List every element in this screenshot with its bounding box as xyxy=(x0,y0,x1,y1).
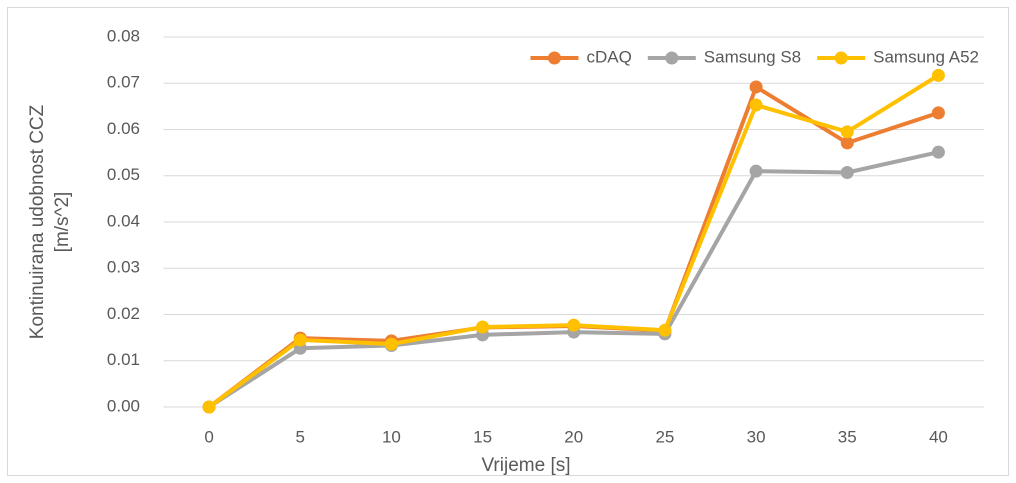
y-axis-label: Kontinuirana udobnost CCZ xyxy=(27,104,48,339)
x-tick-label: 5 xyxy=(296,427,305,446)
data-point xyxy=(749,80,763,94)
legend-marker xyxy=(834,51,848,65)
legend-label: Samsung A52 xyxy=(873,47,979,66)
chart-frame xyxy=(7,7,1009,476)
x-tick-label: 10 xyxy=(382,427,401,446)
data-point xyxy=(749,164,763,178)
data-point xyxy=(840,166,854,180)
y-tick-label: 0.05 xyxy=(107,165,140,184)
x-tick-label: 25 xyxy=(655,427,674,446)
data-point xyxy=(202,400,216,414)
y-tick-label: 0.00 xyxy=(107,396,140,415)
x-tick-label: 30 xyxy=(747,427,766,446)
data-point xyxy=(749,98,763,112)
y-tick-label: 0.06 xyxy=(107,119,140,138)
x-tick-label: 40 xyxy=(929,427,948,446)
data-point xyxy=(293,333,307,347)
data-point xyxy=(840,125,854,139)
data-point xyxy=(840,136,854,150)
legend-marker xyxy=(665,51,679,65)
data-point xyxy=(931,106,945,120)
x-axis-label: Vrijeme [s] xyxy=(481,455,570,476)
data-point xyxy=(384,337,398,351)
legend-label: Samsung S8 xyxy=(704,47,801,66)
data-point xyxy=(567,318,581,332)
x-tick-label: 0 xyxy=(204,427,213,446)
y-axis-label: [m/s^2] xyxy=(52,192,73,253)
data-point xyxy=(931,145,945,159)
x-tick-label: 15 xyxy=(473,427,492,446)
legend-marker xyxy=(547,51,561,65)
y-tick-label: 0.03 xyxy=(107,258,140,277)
legend-label: cDAQ xyxy=(586,47,631,66)
x-tick-label: 20 xyxy=(564,427,583,446)
y-tick-label: 0.07 xyxy=(107,73,140,92)
data-point xyxy=(658,323,672,337)
data-point xyxy=(476,320,490,334)
data-point xyxy=(931,68,945,82)
x-tick-label: 35 xyxy=(838,427,857,446)
y-tick-label: 0.08 xyxy=(107,26,140,45)
y-tick-label: 0.01 xyxy=(107,350,140,369)
y-tick-label: 0.02 xyxy=(107,304,140,323)
y-tick-label: 0.04 xyxy=(107,211,140,230)
